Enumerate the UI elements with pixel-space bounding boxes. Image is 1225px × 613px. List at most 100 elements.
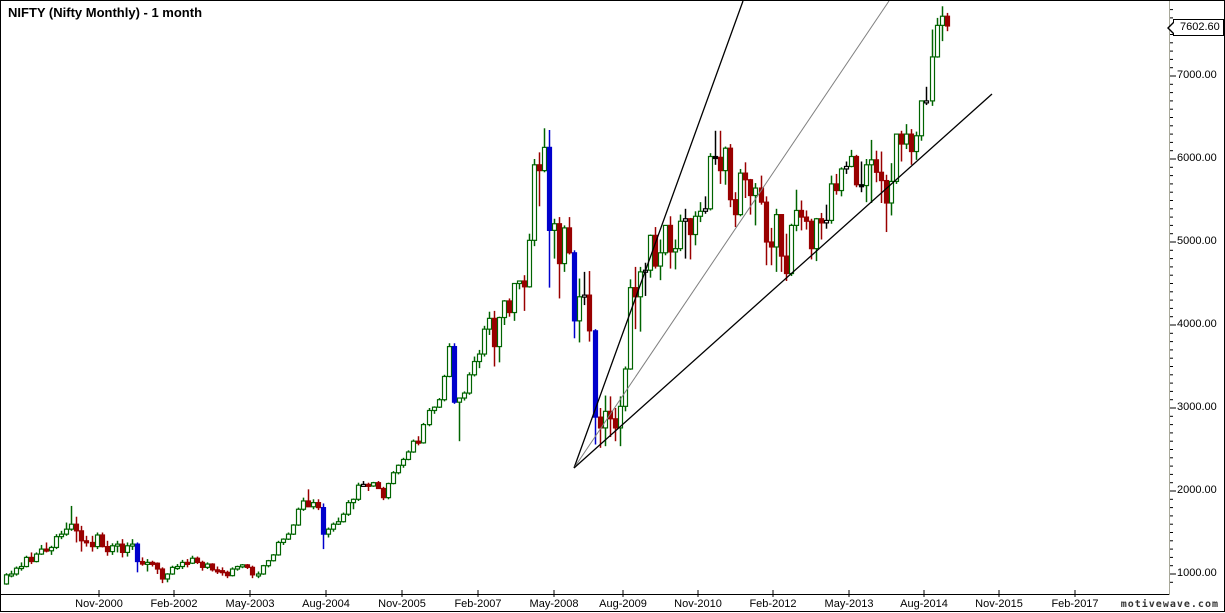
candle — [511, 282, 518, 321]
candle — [415, 436, 422, 446]
candle — [742, 162, 749, 199]
candle — [199, 560, 206, 571]
candle — [23, 555, 30, 568]
candle — [385, 482, 392, 500]
candle — [868, 139, 875, 203]
candle — [586, 271, 593, 342]
candle — [551, 218, 558, 259]
candle — [410, 439, 417, 453]
x-axis-label: Feb-2012 — [749, 598, 797, 610]
y-axis-label: 3000.00 — [1177, 401, 1217, 413]
candle — [531, 159, 538, 247]
candle — [592, 329, 599, 445]
candle — [627, 279, 634, 370]
candle — [496, 316, 503, 363]
candle — [436, 398, 443, 408]
candle — [380, 486, 387, 501]
candle — [888, 163, 895, 216]
candle — [405, 450, 412, 461]
candle — [617, 396, 624, 447]
y-axis-ticks — [1169, 9, 1176, 583]
candle — [174, 564, 181, 570]
candle — [687, 217, 694, 260]
candle — [350, 498, 357, 510]
candle — [114, 540, 121, 553]
motivewave-watermark: motivewave.com — [1120, 599, 1219, 610]
candle — [395, 464, 402, 475]
candle — [204, 562, 211, 570]
candle — [441, 374, 448, 402]
candle — [476, 349, 483, 369]
chart-title: NIFTY (Nifty Monthly) - 1 month — [8, 5, 203, 20]
candle — [873, 150, 880, 183]
candle — [571, 250, 578, 339]
candle — [295, 507, 302, 526]
candle — [239, 564, 246, 569]
candle — [526, 233, 533, 288]
candle — [234, 565, 241, 571]
candle — [773, 208, 780, 272]
candle — [249, 565, 256, 579]
candle — [446, 343, 453, 378]
candle — [843, 161, 850, 174]
candle — [466, 372, 473, 395]
candle — [375, 481, 382, 490]
candle — [913, 131, 920, 160]
candle — [104, 540, 111, 556]
trendline-group — [573, 1, 993, 469]
candle — [813, 217, 820, 262]
y-axis-label: 5000.00 — [1177, 235, 1217, 247]
candle — [420, 422, 427, 444]
candle — [662, 224, 669, 256]
candle — [390, 471, 397, 485]
candle — [325, 527, 332, 538]
steep-fan-line[interactable] — [573, 1, 744, 469]
candle — [48, 545, 55, 555]
candle — [506, 298, 513, 317]
x-axis-label: Nov-2015 — [975, 598, 1023, 610]
candle — [134, 542, 141, 573]
candle — [863, 159, 870, 203]
candle — [305, 489, 312, 508]
shallow-fan-line[interactable] — [573, 93, 993, 469]
x-axis-label: May-2008 — [529, 598, 579, 610]
candle — [918, 100, 925, 141]
candle — [129, 539, 136, 550]
y-axis-label: 7000.00 — [1177, 69, 1217, 81]
candle — [607, 396, 614, 438]
candle — [275, 540, 282, 556]
candle — [53, 534, 60, 550]
candle — [38, 544, 45, 555]
candle — [360, 481, 367, 487]
candle — [903, 124, 910, 150]
candle — [315, 499, 322, 511]
candle — [561, 225, 568, 272]
candle — [486, 311, 493, 335]
candle — [189, 555, 196, 565]
candle — [265, 559, 272, 568]
candle — [345, 500, 352, 516]
candle — [747, 178, 754, 215]
mid-fan-line[interactable] — [573, 1, 890, 469]
x-axis-ticks — [98, 590, 1076, 597]
candle — [823, 204, 830, 229]
candle — [139, 557, 146, 566]
candle — [923, 86, 930, 106]
candle — [722, 146, 729, 185]
x-axis-label: Nov-2005 — [378, 598, 426, 610]
candle — [270, 554, 277, 562]
candle — [682, 208, 689, 259]
candle — [119, 539, 126, 558]
candle — [83, 535, 90, 547]
candle — [109, 543, 116, 555]
candle — [370, 481, 377, 487]
candle — [566, 217, 573, 255]
candle — [209, 563, 216, 572]
candle — [516, 280, 523, 290]
y-axis-label: 2000.00 — [1177, 484, 1217, 496]
candle — [929, 29, 936, 106]
candle — [229, 567, 236, 577]
candle — [219, 567, 226, 576]
